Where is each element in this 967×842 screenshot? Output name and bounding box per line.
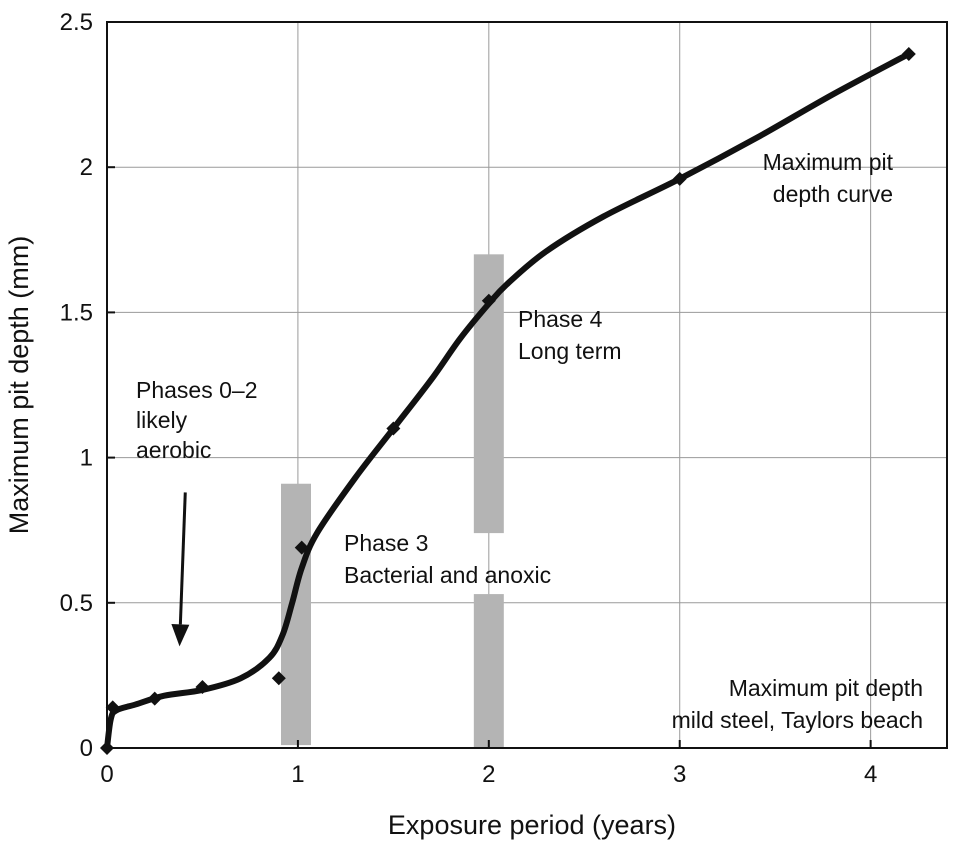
- series: [100, 46, 916, 755]
- data-point: [386, 421, 401, 436]
- phase-band-2: [473, 594, 504, 748]
- arrow-head: [171, 624, 190, 647]
- annotation-3-line-1: depth curve: [773, 181, 893, 207]
- phase-band-0: [281, 483, 311, 746]
- axis-ticks: 0 1 2 3 4 0 0.5 1 1.5 2 2.5: [60, 9, 878, 788]
- data-point: [672, 171, 687, 186]
- x-tick-label: 3: [673, 761, 686, 788]
- y-tick-label: 0.5: [60, 590, 93, 617]
- x-tick-label: 0: [100, 761, 113, 788]
- x-tick-label: 2: [482, 761, 495, 788]
- annotation-3-line-0: Maximum pit: [763, 149, 894, 175]
- x-axis-title: Exposure period (years): [388, 810, 676, 840]
- data-point: [195, 680, 210, 695]
- y-tick-label: 0: [80, 735, 93, 762]
- data-point: [901, 46, 916, 61]
- annotation-0-line-1: likely: [136, 407, 188, 433]
- y-tick-label: 2: [80, 154, 93, 181]
- arrow-shaft: [178, 492, 187, 625]
- data-point: [147, 691, 162, 706]
- phase-bands: [281, 254, 504, 748]
- data-point: [481, 293, 496, 308]
- pit-depth-curve: [104, 50, 912, 751]
- annotation-4-line-1: mild steel, Taylors beach: [672, 707, 923, 733]
- y-tick-label: 2.5: [60, 9, 93, 36]
- data-point: [105, 700, 120, 715]
- y-axis-title: Maximum pit depth (mm): [4, 236, 34, 535]
- data-point: [100, 741, 114, 755]
- x-tick-label: 4: [864, 761, 877, 788]
- plot-frame: [106, 21, 948, 749]
- annotation-1-line-0: Phase 3: [344, 530, 428, 556]
- annotations: Phases 0–2 likely aerobic Phase 3 Bacterial …: [136, 149, 923, 733]
- annotation-2-line-0: Phase 4: [518, 306, 603, 332]
- annotation-0-line-2: aerobic: [136, 437, 211, 463]
- data-point: [271, 671, 286, 686]
- y-tick-label: 1.5: [60, 299, 93, 326]
- annotation-1-line-1: Bacterial and anoxic: [344, 562, 551, 588]
- annotation-arrows: [171, 492, 190, 647]
- y-tick-label: 1: [80, 445, 93, 472]
- data-point: [294, 540, 309, 555]
- annotation-0-line-0: Phases 0–2: [136, 377, 257, 403]
- annotation-2-line-1: Long term: [518, 338, 622, 364]
- annotation-4-line-0: Maximum pit depth: [729, 675, 923, 701]
- x-tick-label: 1: [291, 761, 304, 788]
